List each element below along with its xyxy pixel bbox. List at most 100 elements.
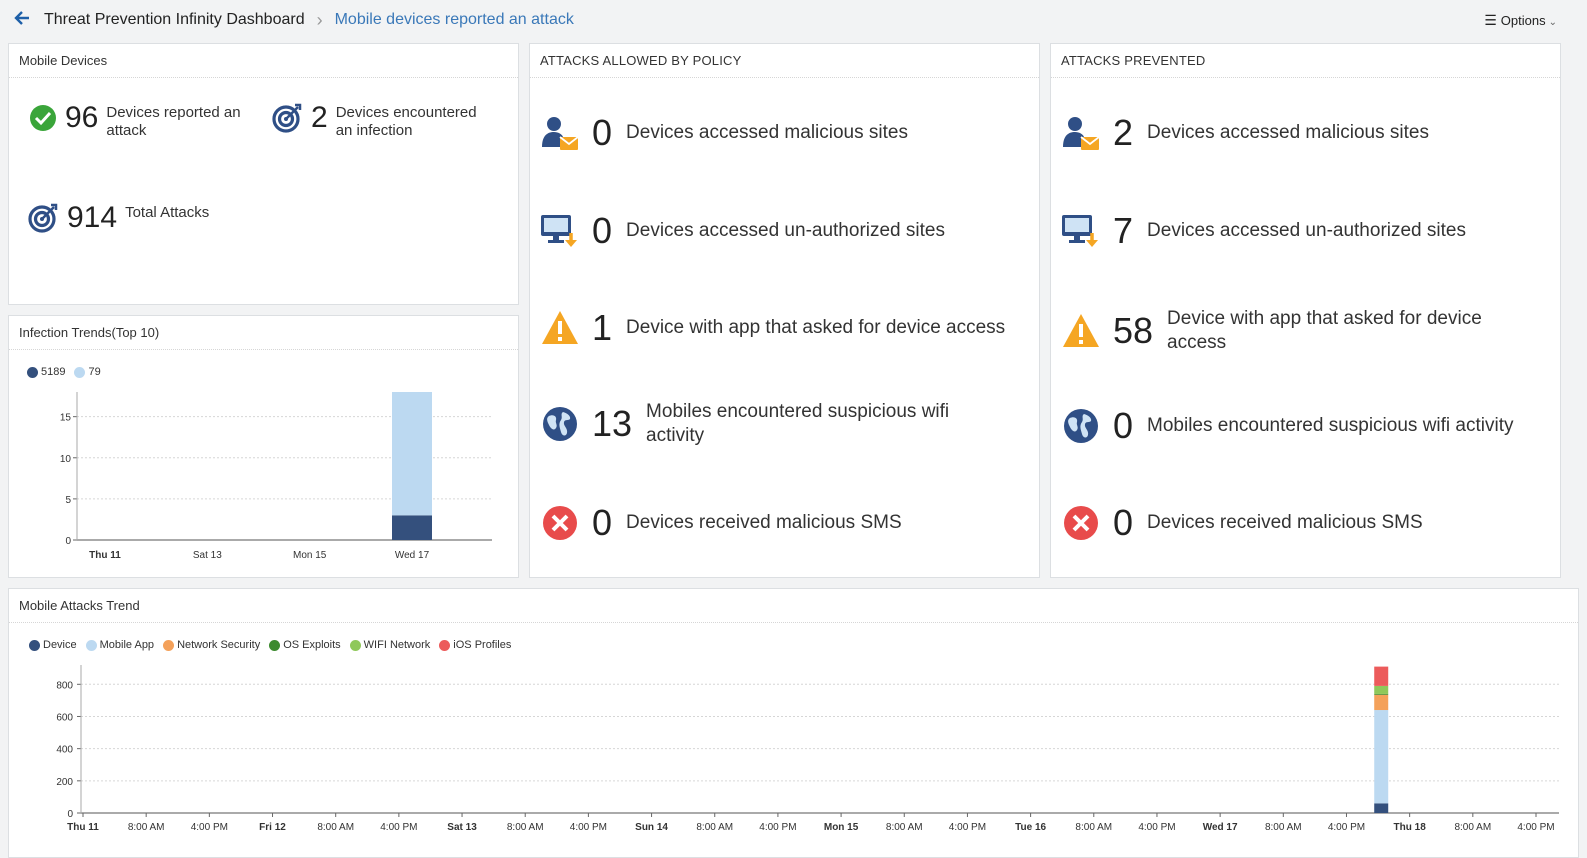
x-tick-label: Sat 13 (193, 550, 222, 561)
legend-item-os-exploits[interactable]: OS Exploits (269, 639, 341, 651)
legend-label: Network Security (177, 639, 261, 651)
back-arrow-icon[interactable] (14, 9, 36, 32)
bar-segment[interactable] (392, 515, 432, 540)
stat-label: Devices received malicious SMS (626, 512, 902, 533)
x-tick-label: 4:00 PM (759, 822, 796, 833)
stat-label: Mobiles encountered suspicious wifi acti… (646, 401, 950, 446)
bar-segment[interactable] (392, 392, 432, 516)
legend-label: WIFI Network (363, 639, 431, 651)
y-tick-label: 10 (60, 454, 72, 465)
legend-item-mobile-app[interactable]: Mobile App (85, 639, 155, 651)
error-icon (540, 503, 580, 543)
legend-label: OS Exploits (283, 639, 341, 651)
options-label: Options (1500, 13, 1546, 28)
stat-row[interactable]: 0 Devices accessed malicious sites (540, 112, 908, 154)
legend-item-wifi-network[interactable]: WIFI Network (349, 639, 431, 651)
x-tick-label: 4:00 PM (570, 822, 607, 833)
panel-title: ATTACKS PREVENTED (1051, 44, 1560, 78)
stat-row[interactable]: 58 Device with app that asked for device … (1061, 307, 1507, 355)
stat-value: 2 (1113, 112, 1134, 153)
devices-infected-value: 2 (311, 101, 328, 134)
user-mail-icon (1061, 113, 1101, 153)
devices-reported-stat[interactable]: 96 Devices reported an attack (29, 102, 256, 140)
bar-segment[interactable] (1374, 685, 1389, 694)
stat-row[interactable]: 13 Mobiles encountered suspicious wifi ac… (540, 400, 976, 448)
devices-infected-label: Devices encountered an infection (335, 104, 477, 139)
stat-label: Device with app that asked for device ac… (1167, 308, 1482, 353)
x-tick-label: Thu 18 (1394, 822, 1427, 833)
y-tick-label: 0 (67, 809, 73, 820)
x-tick-label: Thu 11 (67, 822, 99, 833)
devices-reported-label: Devices reported an attack (106, 104, 241, 139)
attacks-prevented-panel: ATTACKS PREVENTED 2 Devices accessed mali… (1050, 43, 1561, 578)
x-tick-label: 4:00 PM (191, 822, 228, 833)
stat-row[interactable]: 0 Mobiles encountered suspicious wifi act… (1061, 405, 1513, 447)
stat-row[interactable]: 0 Devices accessed un-authorized sites (540, 210, 945, 252)
devices-reported-value: 96 (65, 101, 99, 134)
legend-dot (439, 639, 451, 651)
bar-segment[interactable] (1374, 710, 1389, 804)
breadcrumb-dashboard-link[interactable]: Threat Prevention Infinity Dashboard (44, 11, 305, 28)
stat-label: Device with app that asked for device ac… (626, 317, 1006, 338)
mobile-attacks-trend-chart: 0 200 400 600 800 Thu 11 8:00 AM 4:00 PM Fri 12 8… (56, 665, 1559, 833)
legend-dot (29, 639, 40, 651)
chart-legend: 5189 79 (27, 366, 110, 378)
x-tick-label: Thu 11 (89, 550, 121, 561)
x-tick-label: 8:00 AM (128, 822, 165, 833)
bar-segment[interactable] (1374, 693, 1389, 695)
legend-item[interactable]: 5189 (27, 366, 65, 378)
devices-infected-stat[interactable]: 2 Devices encountered an infection (271, 102, 496, 140)
legend-item[interactable]: 79 (74, 366, 101, 378)
stat-value: 0 (592, 210, 613, 251)
user-mail-icon (540, 113, 580, 153)
x-tick-label: 8:00 AM (696, 822, 733, 833)
stat-row[interactable]: 0 Devices received malicious SMS (1061, 502, 1423, 544)
legend-label: Device (43, 639, 77, 651)
panel-title: ATTACKS ALLOWED BY POLICY (530, 44, 1039, 78)
stat-label: Mobiles encountered suspicious wifi acti… (1147, 415, 1514, 436)
stat-row[interactable]: 2 Devices accessed malicious sites (1061, 112, 1429, 154)
legend-label: 5189 (41, 366, 66, 378)
y-tick-label: 800 (56, 680, 73, 691)
legend-dot (349, 639, 361, 651)
y-tick-label: 15 (60, 413, 72, 424)
stat-row[interactable]: 7 Devices accessed un-authorized sites (1061, 210, 1466, 252)
bar-segment[interactable] (1374, 694, 1389, 711)
globe-icon (1061, 406, 1101, 446)
stat-value: 58 (1113, 310, 1154, 351)
stat-row[interactable]: 0 Devices received malicious SMS (540, 502, 902, 544)
legend-dot (74, 366, 86, 378)
chart-legend: Device Mobile App Network Security OS Ex… (29, 639, 520, 651)
stat-label: Devices accessed un-authorized sites (626, 220, 945, 241)
total-attacks-stat[interactable]: 914 Total Attacks (27, 202, 209, 239)
legend-item-ios-profiles[interactable]: iOS Profiles (439, 639, 511, 651)
legend-dot (85, 639, 97, 651)
mobile-devices-panel: Mobile Devices 96 Devices reported an at… (8, 43, 519, 305)
legend-item-network-security[interactable]: Network Security (163, 639, 260, 651)
infection-trends-chart: 0 5 10 15 Thu 11 Sat 13 Mon 15 Wed 17 (60, 392, 492, 561)
panel-title: Infection Trends(Top 10) (9, 316, 518, 350)
panel-title: Mobile Attacks Trend (9, 589, 1578, 623)
attacks-allowed-panel: ATTACKS ALLOWED BY POLICY 0 Devices acces… (529, 43, 1040, 578)
chevron-down-icon: ⌄ (1548, 17, 1557, 28)
bar-segment[interactable] (1374, 666, 1389, 686)
x-tick-label: 8:00 AM (507, 822, 544, 833)
top-bar: Threat Prevention Infinity Dashboard › M… (0, 0, 1587, 40)
warning-icon (1061, 311, 1101, 351)
target-icon (27, 202, 59, 239)
options-button[interactable]: ☰ Options ⌄ (1484, 12, 1557, 29)
legend-item-device[interactable]: Device (29, 639, 77, 651)
stat-label: Devices accessed un-authorized sites (1147, 220, 1466, 241)
mobile-attacks-trend-panel: Mobile Attacks Trend Device Mobile App N… (8, 588, 1579, 858)
legend-label: Mobile App (99, 639, 155, 651)
x-tick-label: 4:00 PM (1138, 822, 1175, 833)
stat-row[interactable]: 1 Device with app that asked for device a… (540, 307, 1005, 349)
x-tick-label: Sat 13 (447, 822, 477, 833)
legend-dot (269, 639, 281, 651)
error-icon (1061, 503, 1101, 543)
x-tick-label: 4:00 PM (1328, 822, 1365, 833)
infection-trends-panel: Infection Trends(Top 10) 5189 79 0 5 10 15 T… (8, 315, 519, 578)
x-tick-label: 8:00 AM (1454, 822, 1491, 833)
warning-icon (540, 308, 580, 348)
bar-segment[interactable] (1374, 803, 1389, 813)
